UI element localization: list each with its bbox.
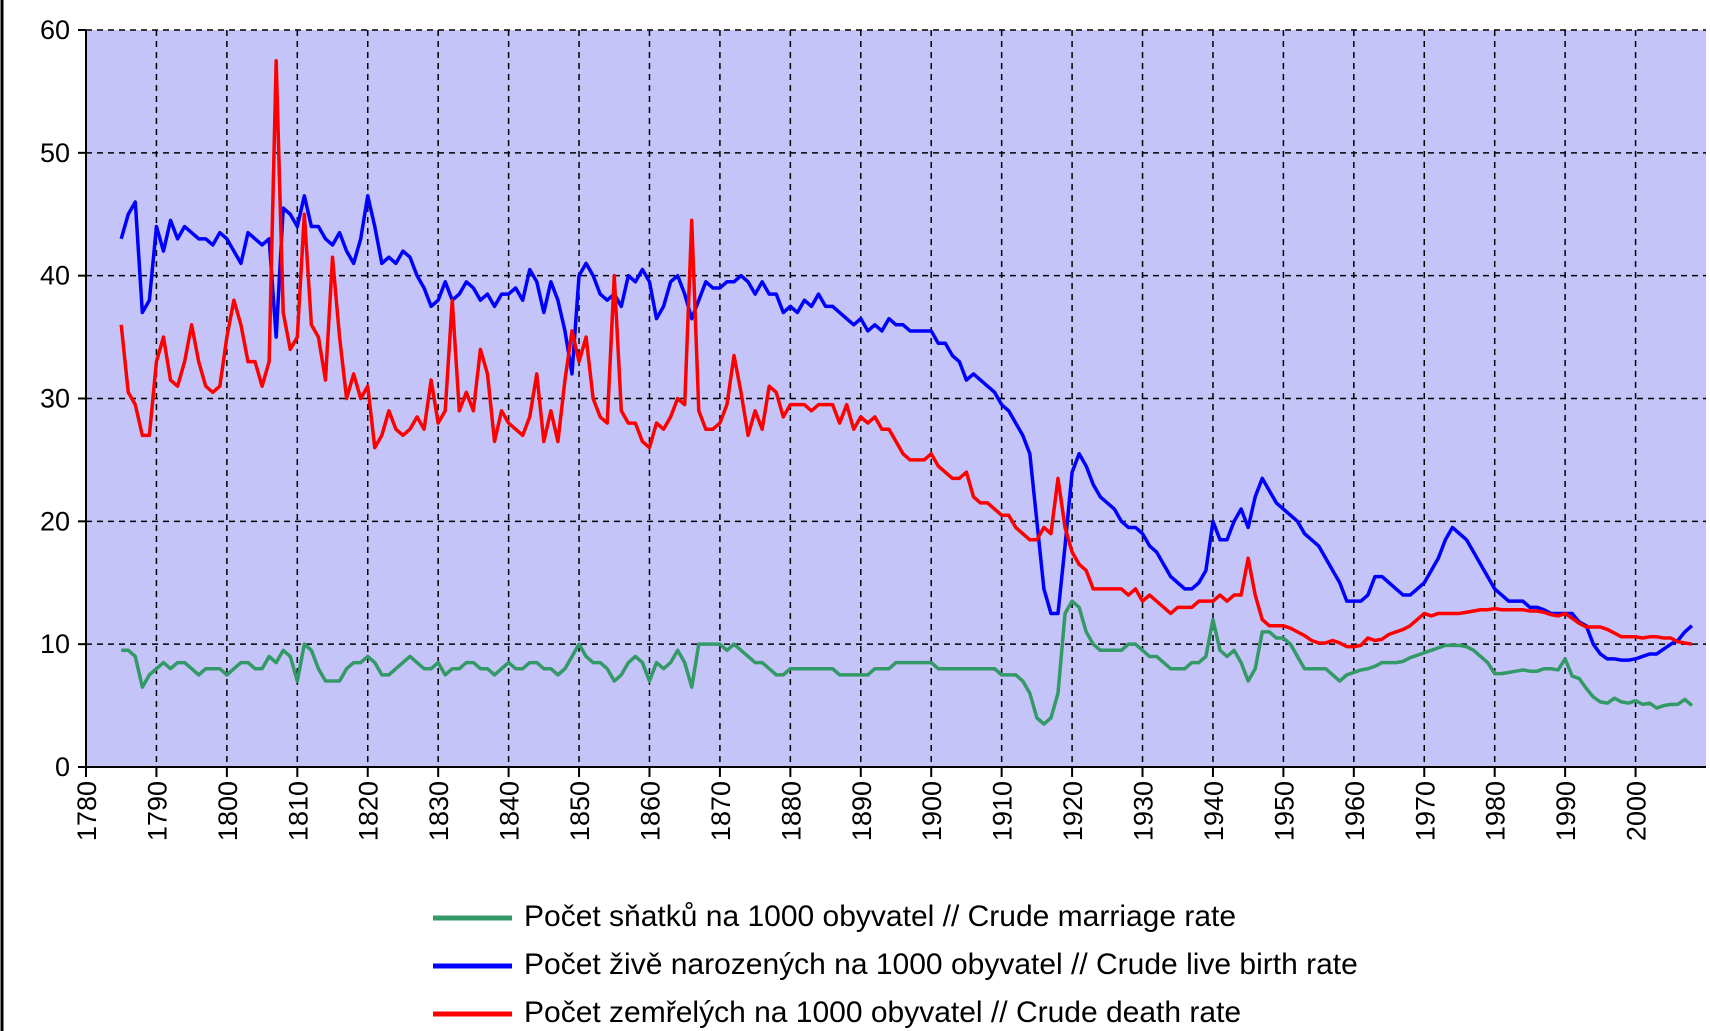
x-tick-label: 1830	[424, 781, 454, 841]
x-tick-label: 1860	[635, 781, 665, 841]
x-tick-label: 1890	[847, 781, 877, 841]
x-tick-label: 1850	[565, 781, 595, 841]
x-tick-label: 1870	[706, 781, 736, 841]
x-tick-label: 1960	[1340, 781, 1370, 841]
x-tick-label: 1950	[1269, 781, 1299, 841]
x-tick-label: 1970	[1410, 781, 1440, 841]
x-tick-label: 1800	[213, 781, 243, 841]
legend-label: Počet zemřelých na 1000 obyvatel // Crud…	[524, 996, 1241, 1029]
y-tick-label: 60	[40, 15, 70, 45]
grid	[86, 29, 1706, 768]
x-tick-label: 1780	[72, 781, 102, 841]
y-tick-label: 0	[55, 752, 70, 782]
x-tick-label: 1990	[1551, 781, 1581, 841]
x-tick-label: 1790	[142, 781, 172, 841]
x-tick-label: 2000	[1622, 781, 1652, 841]
y-tick-label: 20	[40, 506, 70, 536]
x-tick-label: 1920	[1058, 781, 1088, 841]
series-line	[121, 599, 1694, 726]
x-tick-label: 1810	[283, 781, 313, 841]
legend: Počet sňatků na 1000 obyvatel // Crude m…	[433, 900, 1358, 1029]
y-tick-label: 40	[40, 261, 70, 291]
legend-label: Počet sňatků na 1000 obyvatel // Crude m…	[524, 900, 1236, 933]
x-tick-label: 1980	[1481, 781, 1511, 841]
x-tick-label: 1880	[776, 781, 806, 841]
x-tick-label: 1910	[988, 781, 1018, 841]
x-tick-label: 1940	[1199, 781, 1229, 841]
y-tick-label: 50	[40, 138, 70, 168]
ticks: 0 10 20 30 40 50 60 1780 1790 1800 1810 1820 1830 184…	[40, 15, 1652, 841]
legend-label: Počet živě narozených na 1000 obyvatel /…	[524, 948, 1358, 981]
x-tick-label: 1820	[354, 781, 384, 841]
y-tick-label: 10	[40, 629, 70, 659]
y-tick-label: 30	[40, 384, 70, 414]
series-line	[119, 58, 1693, 649]
x-tick-label: 1840	[495, 781, 525, 841]
x-tick-label: 1900	[917, 781, 947, 841]
lines	[119, 58, 1694, 726]
series-line	[119, 194, 1694, 662]
x-tick-label: 1930	[1129, 781, 1159, 841]
